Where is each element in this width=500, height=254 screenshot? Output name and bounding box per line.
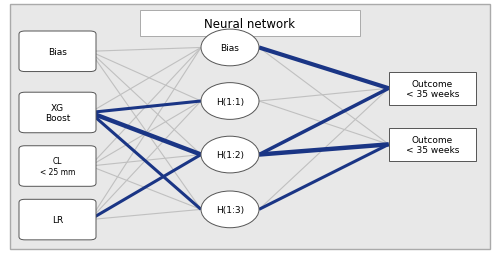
FancyBboxPatch shape <box>140 11 360 37</box>
FancyBboxPatch shape <box>19 200 96 240</box>
Text: Outcome
< 35 weeks: Outcome < 35 weeks <box>406 79 459 99</box>
FancyBboxPatch shape <box>389 72 476 105</box>
Text: LR: LR <box>52 215 63 224</box>
Ellipse shape <box>201 30 259 67</box>
Text: Bias: Bias <box>220 44 240 53</box>
FancyBboxPatch shape <box>389 128 476 161</box>
Text: XG
Boost: XG Boost <box>45 103 70 123</box>
Text: Neural network: Neural network <box>204 18 296 30</box>
Ellipse shape <box>201 83 259 120</box>
FancyBboxPatch shape <box>19 32 96 72</box>
Text: H(1:1): H(1:1) <box>216 97 244 106</box>
Text: H(1:2): H(1:2) <box>216 150 244 160</box>
FancyBboxPatch shape <box>10 5 490 249</box>
Ellipse shape <box>201 191 259 228</box>
Ellipse shape <box>201 137 259 173</box>
Text: CL
< 25 mm: CL < 25 mm <box>40 157 75 176</box>
Text: H(1:3): H(1:3) <box>216 205 244 214</box>
FancyBboxPatch shape <box>19 146 96 186</box>
Text: Outcome
< 35 weeks: Outcome < 35 weeks <box>406 135 459 154</box>
Text: Bias: Bias <box>48 47 67 57</box>
FancyBboxPatch shape <box>19 93 96 133</box>
